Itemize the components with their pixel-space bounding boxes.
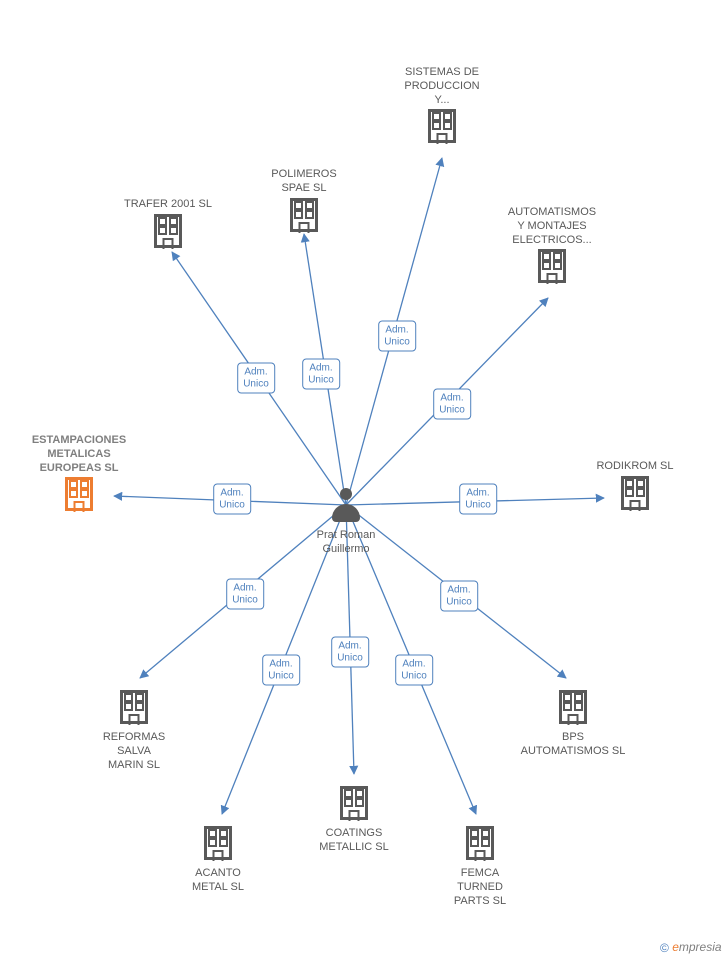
company-node-bps[interactable]: BPS AUTOMATISMOS SL	[513, 690, 633, 759]
company-node-automatismos[interactable]: AUTOMATISMOS Y MONTAJES ELECTRICOS...	[492, 206, 612, 288]
building-icon	[65, 477, 93, 511]
building-icon	[154, 214, 182, 248]
building-icon	[428, 109, 456, 143]
node-label: POLIMEROS SPAE SL	[244, 168, 364, 196]
company-node-acanto[interactable]: ACANTO METAL SL	[158, 826, 278, 895]
company-node-sistemas[interactable]: SISTEMAS DE PRODUCCION Y...	[382, 66, 502, 148]
watermark-brand-first: e	[672, 940, 679, 954]
building-icon	[340, 786, 368, 820]
node-label: TRAFER 2001 SL	[108, 198, 228, 212]
edge-label-femca: Adm. Unico	[395, 655, 433, 686]
node-label: RODIKROM SL	[575, 460, 695, 474]
building-icon	[204, 826, 232, 860]
node-label: FEMCA TURNED PARTS SL	[420, 867, 540, 908]
node-label: SISTEMAS DE PRODUCCION Y...	[382, 66, 502, 107]
edge-label-trafer: Adm. Unico	[237, 363, 275, 394]
company-node-reformas[interactable]: REFORMAS SALVA MARIN SL	[74, 690, 194, 772]
company-node-coatings[interactable]: COATINGS METALLIC SL	[294, 786, 414, 855]
edge-label-coatings: Adm. Unico	[331, 637, 369, 668]
watermark-brand-rest: mpresia	[679, 940, 722, 954]
building-icon	[466, 826, 494, 860]
building-icon	[559, 690, 587, 724]
building-icon	[290, 198, 318, 232]
node-label: REFORMAS SALVA MARIN SL	[74, 731, 194, 772]
edge-label-rodikrom: Adm. Unico	[459, 484, 497, 515]
company-node-estampaciones[interactable]: ESTAMPACIONES METALICAS EUROPEAS SL	[19, 434, 139, 516]
node-label: BPS AUTOMATISMOS SL	[513, 731, 633, 759]
node-label: AUTOMATISMOS Y MONTAJES ELECTRICOS...	[492, 206, 612, 247]
company-node-trafer[interactable]: TRAFER 2001 SL	[108, 198, 228, 253]
watermark: © empresia	[660, 940, 722, 955]
edge-label-acanto: Adm. Unico	[262, 655, 300, 686]
node-label: COATINGS METALLIC SL	[294, 827, 414, 855]
building-icon	[621, 476, 649, 510]
company-node-femca[interactable]: FEMCA TURNED PARTS SL	[420, 826, 540, 908]
edge-label-estampaciones: Adm. Unico	[213, 484, 251, 515]
edge-label-sistemas: Adm. Unico	[378, 321, 416, 352]
person-icon	[331, 488, 361, 522]
company-node-rodikrom[interactable]: RODIKROM SL	[575, 460, 695, 515]
center-person-node[interactable]: Prat Roman Guillermo	[286, 488, 406, 557]
copyright-symbol: ©	[660, 941, 669, 955]
company-node-polimeros[interactable]: POLIMEROS SPAE SL	[244, 168, 364, 237]
edge-label-reformas: Adm. Unico	[226, 579, 264, 610]
building-icon	[120, 690, 148, 724]
edge-label-automatismos: Adm. Unico	[433, 389, 471, 420]
node-label: ESTAMPACIONES METALICAS EUROPEAS SL	[19, 434, 139, 475]
building-icon	[538, 249, 566, 283]
edge-label-polimeros: Adm. Unico	[302, 359, 340, 390]
node-label: ACANTO METAL SL	[158, 867, 278, 895]
node-label: Prat Roman Guillermo	[286, 529, 406, 557]
edge-label-bps: Adm. Unico	[440, 581, 478, 612]
